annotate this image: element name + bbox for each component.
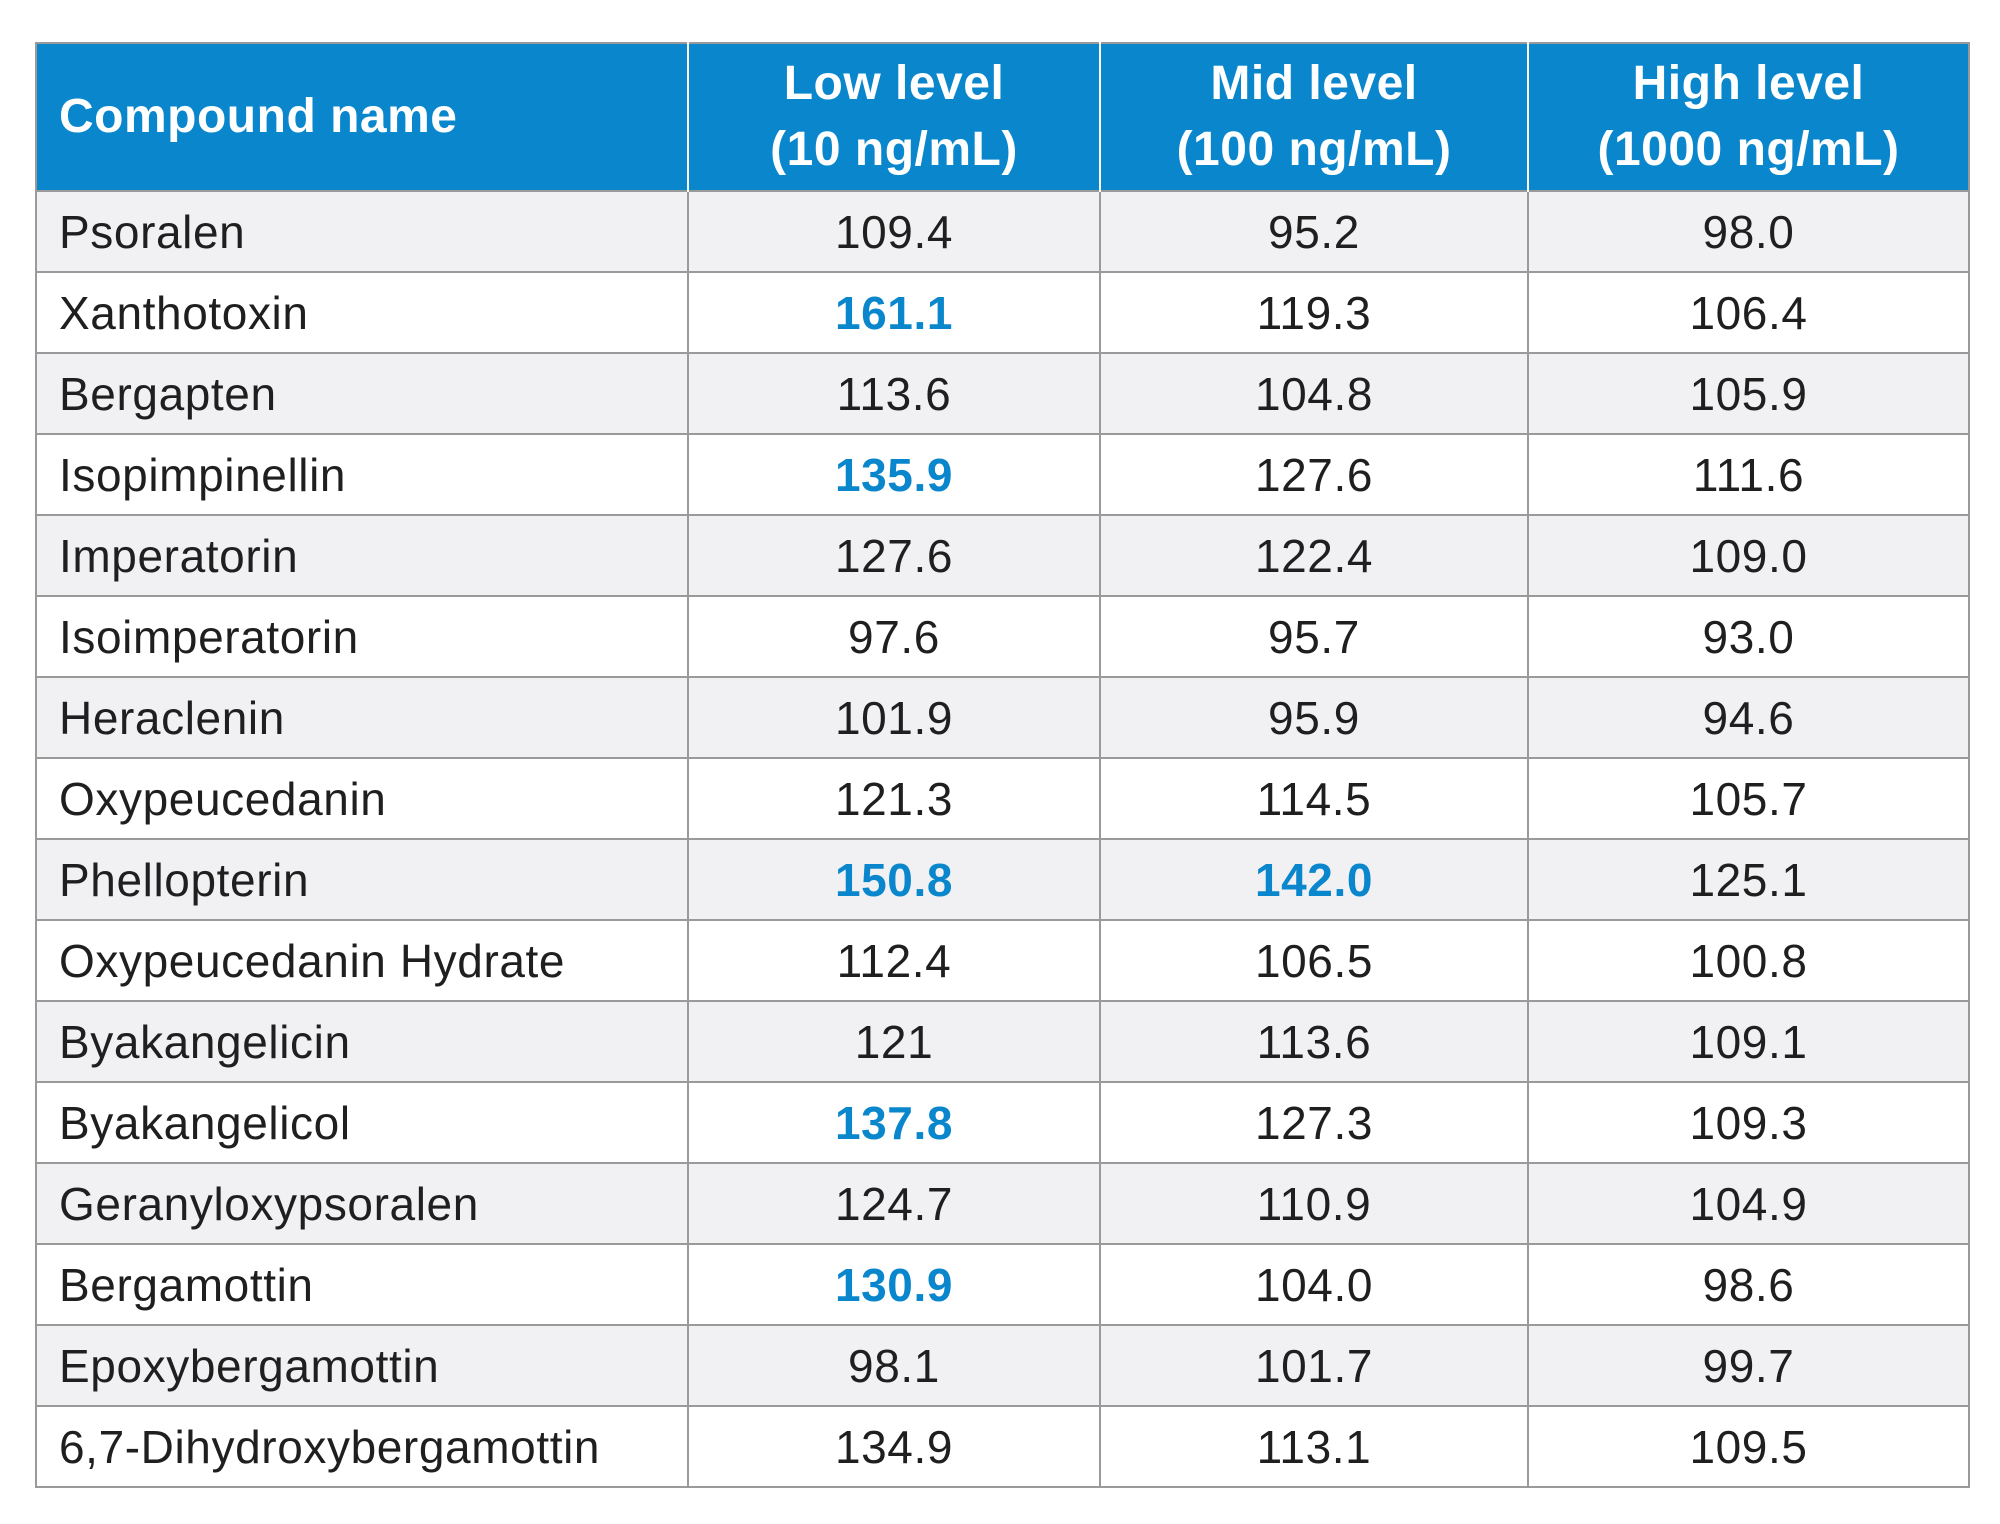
- mid-level-cell: 113.6: [1100, 1000, 1529, 1082]
- header-compound-name-label: Compound name: [59, 90, 458, 143]
- compound-name-cell: Bergamottin: [36, 1243, 689, 1325]
- compound-name-cell: Isopimpinellin: [36, 433, 689, 515]
- header-low-level-unit: (10 ng/mL): [770, 123, 1018, 176]
- table-row: Imperatorin 127.6 122.4 109.0: [36, 514, 1969, 596]
- low-level-cell: 101.9: [688, 676, 1101, 758]
- table-row: Bergamottin 130.9 104.0 98.6: [36, 1243, 1969, 1325]
- compound-name-cell: Byakangelicin: [36, 1000, 689, 1082]
- compound-name-cell: Heraclenin: [36, 676, 689, 758]
- table-body: Psoralen 109.4 95.2 98.0 Xanthotoxin 161.1 119…: [36, 190, 1969, 1487]
- mid-level-cell: 113.1: [1100, 1405, 1529, 1487]
- high-level-cell: 109.1: [1528, 1000, 1969, 1082]
- low-level-cell: 130.9: [688, 1243, 1101, 1325]
- table-row: Geranyloxypsoralen 124.7 110.9 104.9: [36, 1162, 1969, 1244]
- low-level-cell: 121.3: [688, 757, 1101, 839]
- low-level-cell: 137.8: [688, 1081, 1101, 1163]
- mid-level-cell: 95.9: [1100, 676, 1529, 758]
- compound-name-cell: Imperatorin: [36, 514, 689, 596]
- table-row: Xanthotoxin 161.1 119.3 106.4: [36, 271, 1969, 353]
- low-level-cell: 150.8: [688, 838, 1101, 920]
- table-header-row: Compound name Low level (10 ng/mL) Mid l…: [36, 43, 1969, 191]
- compound-name-cell: Geranyloxypsoralen: [36, 1162, 689, 1244]
- mid-level-cell: 122.4: [1100, 514, 1529, 596]
- high-level-cell: 109.3: [1528, 1081, 1969, 1163]
- low-level-cell: 135.9: [688, 433, 1101, 515]
- mid-level-cell: 106.5: [1100, 919, 1529, 1001]
- mid-level-cell: 119.3: [1100, 271, 1529, 353]
- low-level-cell: 97.6: [688, 595, 1101, 677]
- compound-name-cell: Oxypeucedanin Hydrate: [36, 919, 689, 1001]
- compound-name-cell: Psoralen: [36, 190, 689, 272]
- high-level-cell: 106.4: [1528, 271, 1969, 353]
- table-row: Phellopterin 150.8 142.0 125.1: [36, 838, 1969, 920]
- low-level-cell: 109.4: [688, 190, 1101, 272]
- mid-level-cell: 95.2: [1100, 190, 1529, 272]
- header-mid-level-unit: (100 ng/mL): [1176, 123, 1452, 176]
- header-compound-name: Compound name: [36, 43, 689, 191]
- mid-level-cell: 127.6: [1100, 433, 1529, 515]
- table-row: Byakangelicin 121 113.6 109.1: [36, 1000, 1969, 1082]
- mid-level-cell: 110.9: [1100, 1162, 1529, 1244]
- compound-name-cell: Isoimperatorin: [36, 595, 689, 677]
- mid-level-cell: 142.0: [1100, 838, 1529, 920]
- header-mid-level-label: Mid level: [1210, 57, 1418, 110]
- low-level-cell: 113.6: [688, 352, 1101, 434]
- low-level-cell: 134.9: [688, 1405, 1101, 1487]
- table-row: Oxypeucedanin Hydrate 112.4 106.5 100.8: [36, 919, 1969, 1001]
- high-level-cell: 109.5: [1528, 1405, 1969, 1487]
- low-level-cell: 161.1: [688, 271, 1101, 353]
- table-row: Isoimperatorin 97.6 95.7 93.0: [36, 595, 1969, 677]
- table-row: Byakangelicol 137.8 127.3 109.3: [36, 1081, 1969, 1163]
- high-level-cell: 111.6: [1528, 433, 1969, 515]
- table-row: Bergapten 113.6 104.8 105.9: [36, 352, 1969, 434]
- compound-name-cell: Oxypeucedanin: [36, 757, 689, 839]
- compound-name-cell: Phellopterin: [36, 838, 689, 920]
- header-low-level-label: Low level: [783, 57, 1005, 110]
- table-row: Isopimpinellin 135.9 127.6 111.6: [36, 433, 1969, 515]
- mid-level-cell: 95.7: [1100, 595, 1529, 677]
- table-row: 6,7-Dihydroxybergamottin 134.9 113.1 109.5: [36, 1405, 1969, 1487]
- high-level-cell: 125.1: [1528, 838, 1969, 920]
- high-level-cell: 94.6: [1528, 676, 1969, 758]
- mid-level-cell: 101.7: [1100, 1324, 1529, 1406]
- table-row: Heraclenin 101.9 95.9 94.6: [36, 676, 1969, 758]
- header-high-level-unit: (1000 ng/mL): [1597, 123, 1900, 176]
- high-level-cell: 98.6: [1528, 1243, 1969, 1325]
- high-level-cell: 93.0: [1528, 595, 1969, 677]
- compound-name-cell: Byakangelicol: [36, 1081, 689, 1163]
- low-level-cell: 127.6: [688, 514, 1101, 596]
- table-row: Psoralen 109.4 95.2 98.0: [36, 190, 1969, 272]
- table-row: Oxypeucedanin 121.3 114.5 105.7: [36, 757, 1969, 839]
- low-level-cell: 124.7: [688, 1162, 1101, 1244]
- low-level-cell: 121: [688, 1000, 1101, 1082]
- recovery-table: Compound name Low level (10 ng/mL) Mid l…: [35, 42, 1970, 1488]
- header-high-level: High level (1000 ng/mL): [1528, 43, 1969, 191]
- low-level-cell: 98.1: [688, 1324, 1101, 1406]
- high-level-cell: 104.9: [1528, 1162, 1969, 1244]
- header-mid-level: Mid level (100 ng/mL): [1100, 43, 1529, 191]
- high-level-cell: 109.0: [1528, 514, 1969, 596]
- mid-level-cell: 127.3: [1100, 1081, 1529, 1163]
- compound-name-cell: 6,7-Dihydroxybergamottin: [36, 1405, 689, 1487]
- compound-name-cell: Bergapten: [36, 352, 689, 434]
- high-level-cell: 98.0: [1528, 190, 1969, 272]
- low-level-cell: 112.4: [688, 919, 1101, 1001]
- high-level-cell: 105.7: [1528, 757, 1969, 839]
- mid-level-cell: 114.5: [1100, 757, 1529, 839]
- high-level-cell: 99.7: [1528, 1324, 1969, 1406]
- mid-level-cell: 104.0: [1100, 1243, 1529, 1325]
- header-low-level: Low level (10 ng/mL): [688, 43, 1101, 191]
- table-row: Epoxybergamottin 98.1 101.7 99.7: [36, 1324, 1969, 1406]
- high-level-cell: 105.9: [1528, 352, 1969, 434]
- compound-name-cell: Epoxybergamottin: [36, 1324, 689, 1406]
- mid-level-cell: 104.8: [1100, 352, 1529, 434]
- header-high-level-label: High level: [1632, 57, 1865, 110]
- compound-name-cell: Xanthotoxin: [36, 271, 689, 353]
- high-level-cell: 100.8: [1528, 919, 1969, 1001]
